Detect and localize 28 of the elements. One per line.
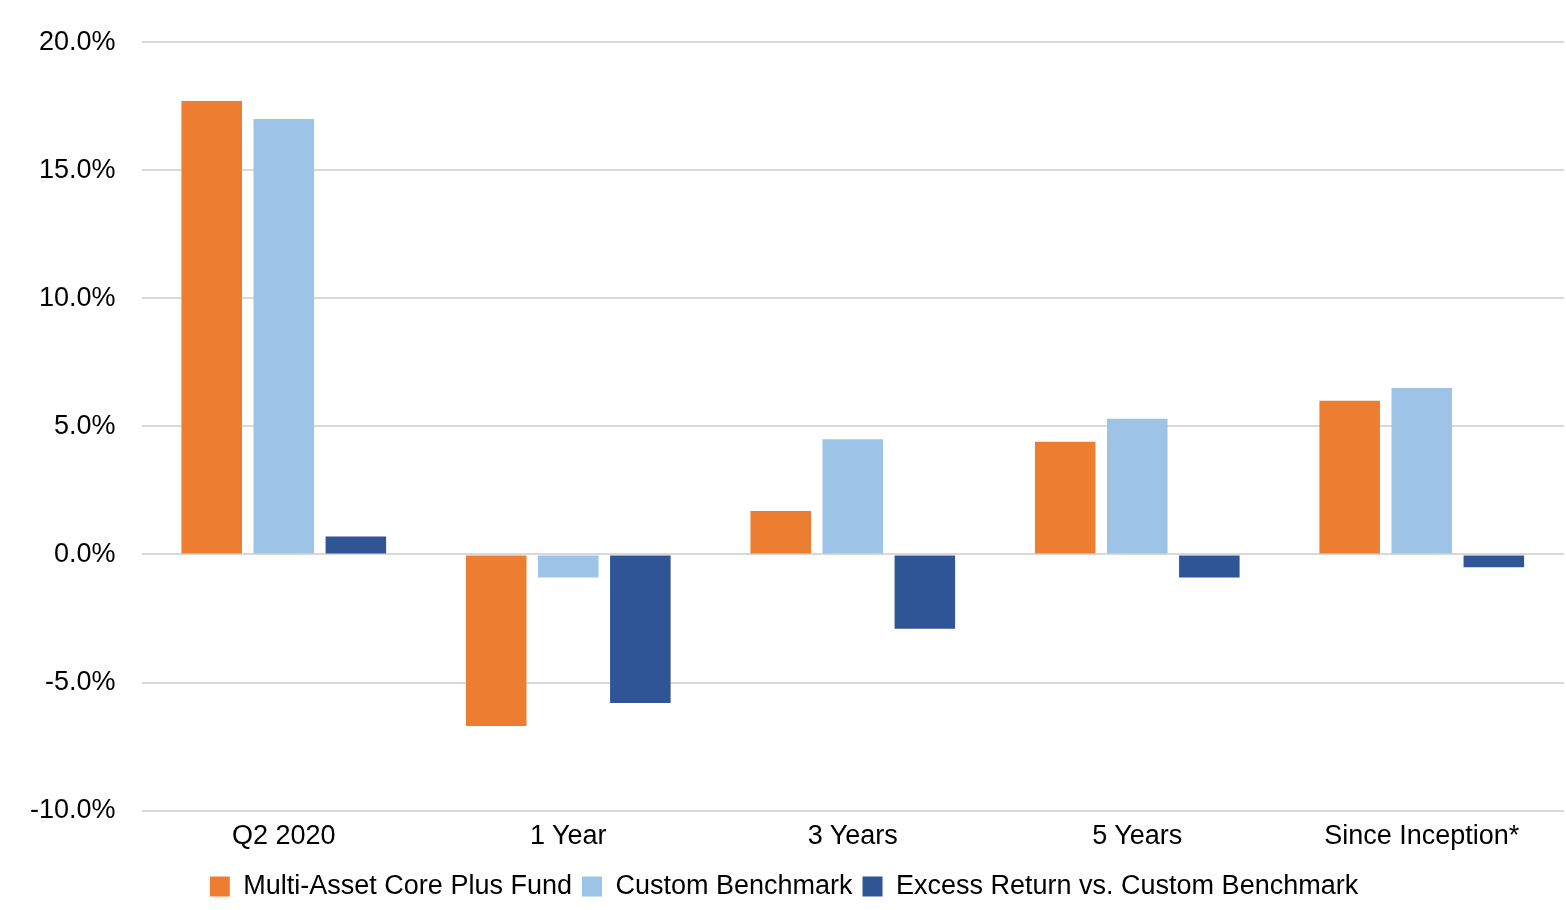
bar [750,510,811,554]
bar [1463,555,1525,568]
bar [1106,418,1168,554]
y-tick-label: -10.0% [29,794,116,825]
x-tick-label: Q2 2020 [232,820,336,851]
legend-label: Multi-Asset Core Plus Fund [243,869,572,900]
legend-label: Excess Return vs. Custom Benchmark [896,869,1359,900]
bar [325,536,387,554]
bar [465,555,527,727]
bar [1319,400,1380,554]
y-tick-label: -5.0% [45,665,116,696]
x-tick-label: 5 Years [1092,820,1183,851]
y-tick-label: 15.0% [38,153,116,184]
bar [894,555,956,629]
bar [822,439,884,554]
x-tick-label: Since Inception* [1324,820,1520,851]
bar [1034,441,1096,554]
y-tick-label: 5.0% [54,409,116,440]
legend-label: Custom Benchmark [615,869,854,900]
x-tick-label: 3 Years [807,820,898,851]
y-tick-label: 10.0% [38,281,116,312]
x-tick-label: 1 Year [529,820,607,851]
bar [1179,555,1240,578]
bar [538,555,599,578]
y-tick-label: 20.0% [38,25,116,56]
bar [1391,387,1453,554]
y-tick-label: 0.0% [54,537,116,568]
bar [610,555,671,704]
